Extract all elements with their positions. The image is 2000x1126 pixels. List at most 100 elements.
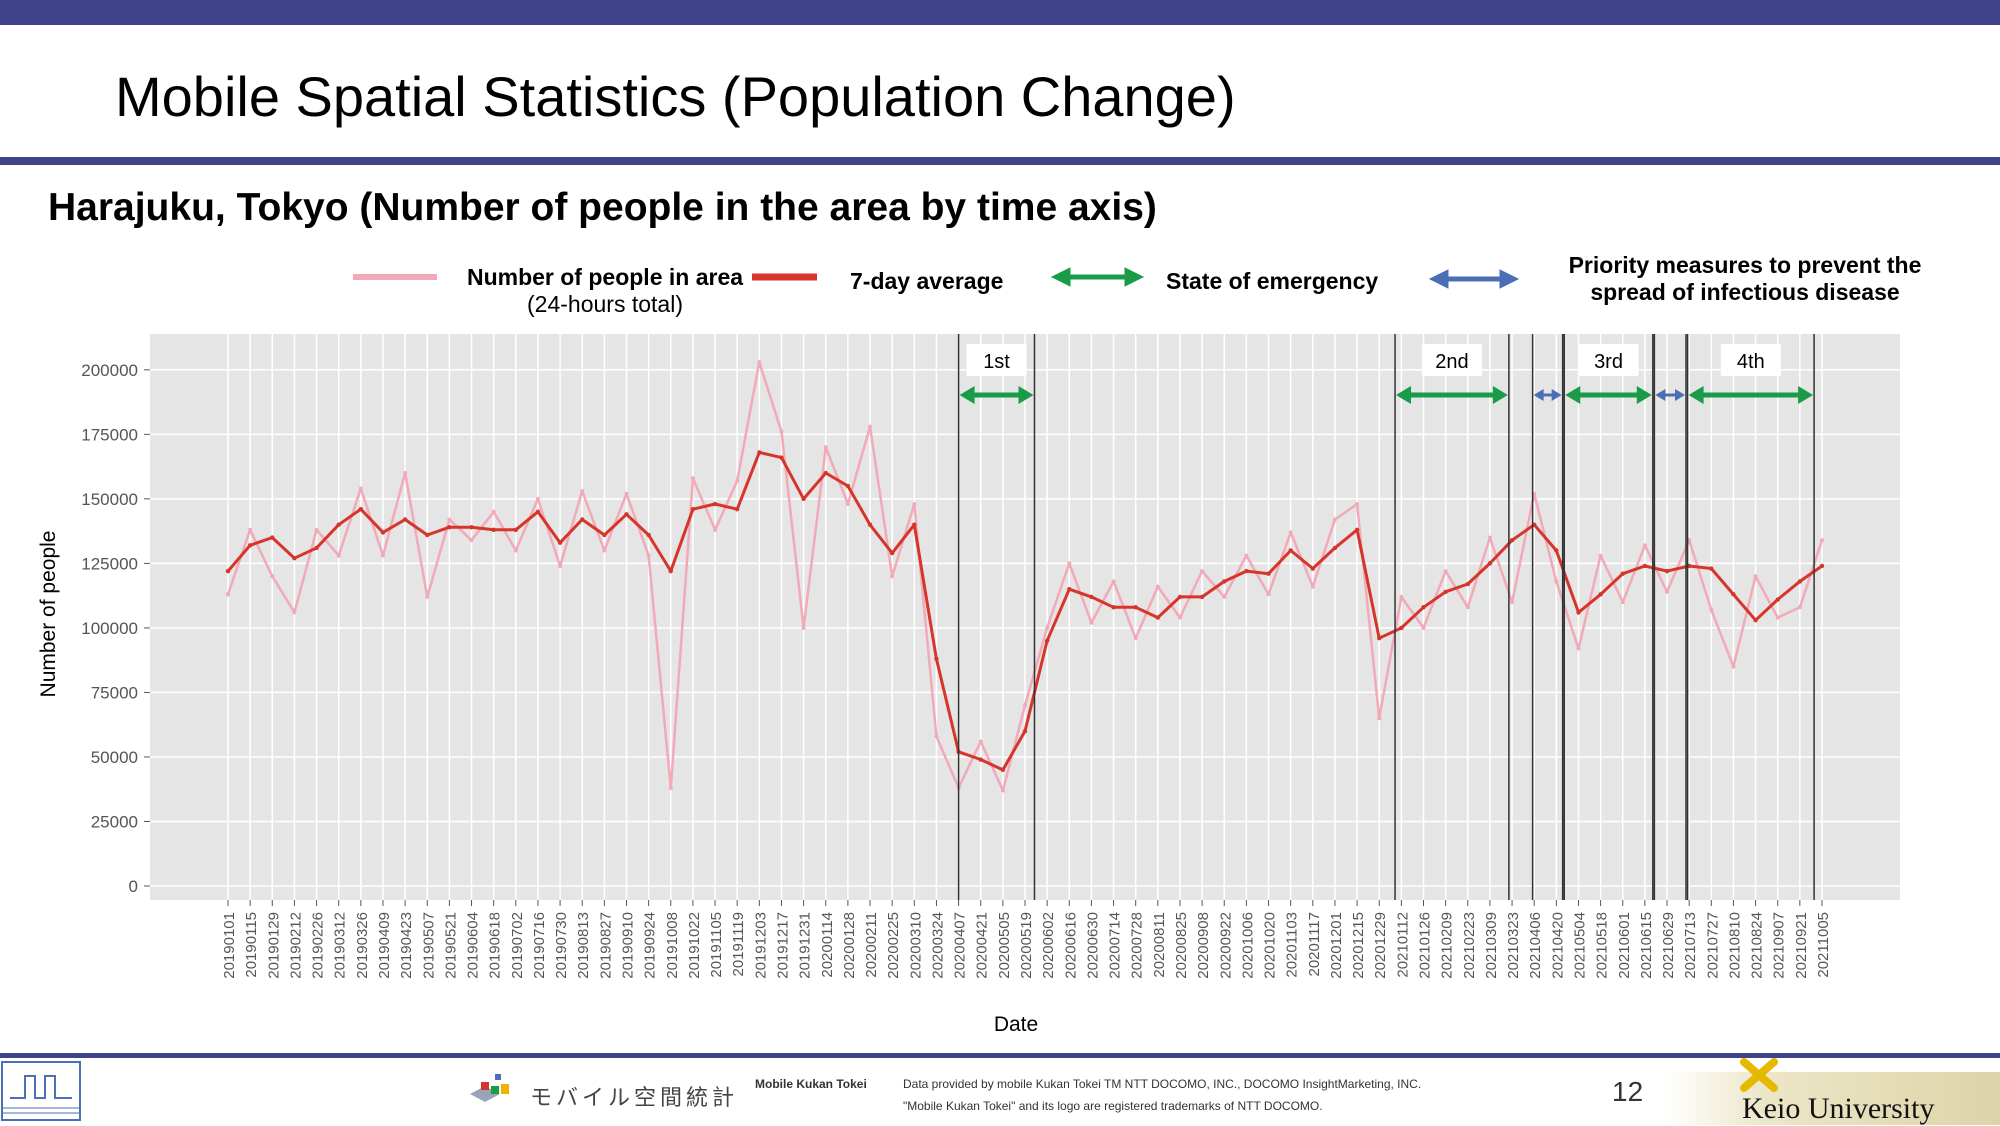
period-label: 2nd <box>1435 351 1468 373</box>
period-label: 3rd <box>1594 351 1623 373</box>
series-raw-point <box>646 553 651 558</box>
keio-pen-emblem-icon <box>1740 1058 1778 1092</box>
series-avg-point <box>1022 728 1028 734</box>
series-avg-point <box>1664 568 1670 574</box>
series-raw-point <box>713 527 718 532</box>
period-arrowhead <box>1533 389 1544 401</box>
period-arrowhead <box>1798 386 1814 404</box>
legend-emergency-label: State of emergency <box>1166 268 1379 294</box>
series-raw-point <box>469 538 474 543</box>
period-arrowhead <box>1655 389 1666 401</box>
series-raw-point <box>358 486 363 491</box>
series-raw-point <box>292 610 297 615</box>
legend-priority-label: Priority measures to prevent the spread … <box>1568 252 1922 305</box>
x-tick-label: 20200310 <box>907 912 924 979</box>
x-tick-label: 20191008 <box>664 912 681 979</box>
series-raw-point <box>1089 620 1094 625</box>
series-raw-point <box>1133 636 1138 641</box>
series-avg-point <box>779 455 784 460</box>
x-tick-label: 20210713 <box>1682 912 1699 979</box>
series-avg-point <box>1620 571 1625 576</box>
x-tick-label: 20210420 <box>1549 912 1566 979</box>
x-tick-label: 20200407 <box>952 912 969 979</box>
series-avg-point <box>1598 592 1603 597</box>
series-raw-point <box>1598 553 1603 558</box>
series-raw-point <box>1244 553 1249 558</box>
x-tick-label: 20190326 <box>354 912 371 979</box>
series-avg-point <box>823 470 828 476</box>
series-raw-point <box>1465 605 1470 610</box>
lab-logo-icon <box>1 1061 81 1121</box>
x-tick-label: 20210601 <box>1616 912 1633 979</box>
y-tick-label: 0 <box>129 877 138 896</box>
x-tick-label: 20201020 <box>1262 912 1279 979</box>
x-tick-label: 20191231 <box>797 912 814 979</box>
population-chart: 0 25000 50000 75000 100000 125000 150000 175000… <box>37 334 1900 1036</box>
series-raw-point <box>978 739 983 744</box>
series-raw-point <box>535 496 540 501</box>
series-avg-point <box>1377 636 1382 641</box>
series-avg-point <box>1067 586 1072 592</box>
series-avg-point <box>513 527 519 533</box>
x-tick-label: 20210323 <box>1505 912 1522 979</box>
series-avg-point <box>270 535 275 540</box>
x-tick-label: 20200811 <box>1151 912 1168 978</box>
series-raw-point <box>1111 579 1116 584</box>
y-tick-label: 50000 <box>91 748 138 767</box>
series-avg-point <box>292 556 297 561</box>
x-axis-title: Date <box>994 1013 1038 1036</box>
series-raw-point <box>1155 584 1160 589</box>
legend-avg-label: 7-day average <box>850 268 1004 294</box>
period-label: 4th <box>1737 351 1765 373</box>
x-tick-label: 20201201 <box>1328 912 1345 979</box>
series-raw-point <box>425 594 430 599</box>
series-raw-point <box>1797 605 1802 610</box>
x-tick-label: 20190827 <box>597 912 614 979</box>
series-raw-point <box>1820 538 1824 543</box>
series-avg-point <box>1775 597 1780 602</box>
series-raw-point <box>624 491 629 496</box>
x-tick-label: 20210810 <box>1726 912 1743 979</box>
x-tick-label: 20191022 <box>686 912 703 979</box>
period-arrowhead <box>959 386 975 404</box>
period-arrowhead <box>1551 389 1562 401</box>
x-tick-label: 20190212 <box>287 912 304 979</box>
x-tick-label: 20210907 <box>1771 912 1788 979</box>
x-tick-label: 20210504 <box>1571 912 1588 979</box>
period-arrowhead <box>1675 389 1686 401</box>
series-avg-point <box>314 545 319 551</box>
x-tick-label: 20191217 <box>774 912 791 979</box>
x-tick-label: 20201103 <box>1284 912 1301 978</box>
x-tick-label: 20190924 <box>642 912 659 979</box>
series-raw-point <box>1620 600 1625 605</box>
series-raw-point <box>1421 625 1426 630</box>
x-tick-label: 20210824 <box>1749 912 1766 979</box>
x-tick-label: 20210223 <box>1461 912 1478 979</box>
series-raw-point <box>779 429 784 434</box>
series-avg-point <box>1554 548 1559 553</box>
y-tick-label: 125000 <box>81 554 138 573</box>
x-tick-label: 20201229 <box>1372 912 1389 979</box>
series-raw-point <box>1665 589 1670 594</box>
series-raw-point <box>890 574 895 579</box>
x-tick-label: 20200825 <box>1173 912 1190 979</box>
x-tick-label: 20200728 <box>1129 912 1146 979</box>
series-raw-point <box>1310 584 1315 589</box>
x-tick-label: 20200505 <box>996 912 1013 979</box>
period-label: 1st <box>983 351 1010 373</box>
x-tick-label: 20190618 <box>487 912 504 979</box>
series-avg-point <box>624 512 629 517</box>
series-avg-point <box>1111 605 1116 610</box>
series-raw-point <box>668 785 673 790</box>
series-raw-point <box>1200 569 1205 574</box>
x-tick-label: 20190813 <box>575 912 592 979</box>
series-avg-point <box>1753 617 1758 623</box>
series-raw-point <box>1399 594 1404 599</box>
series-raw-point <box>1355 502 1360 507</box>
series-avg-point <box>1332 545 1338 551</box>
x-tick-label: 20200714 <box>1107 912 1124 979</box>
series-avg-point <box>934 656 939 662</box>
series-avg-point <box>1199 594 1205 600</box>
series-avg-point <box>1399 625 1404 631</box>
x-tick-label: 20211005 <box>1815 912 1832 978</box>
